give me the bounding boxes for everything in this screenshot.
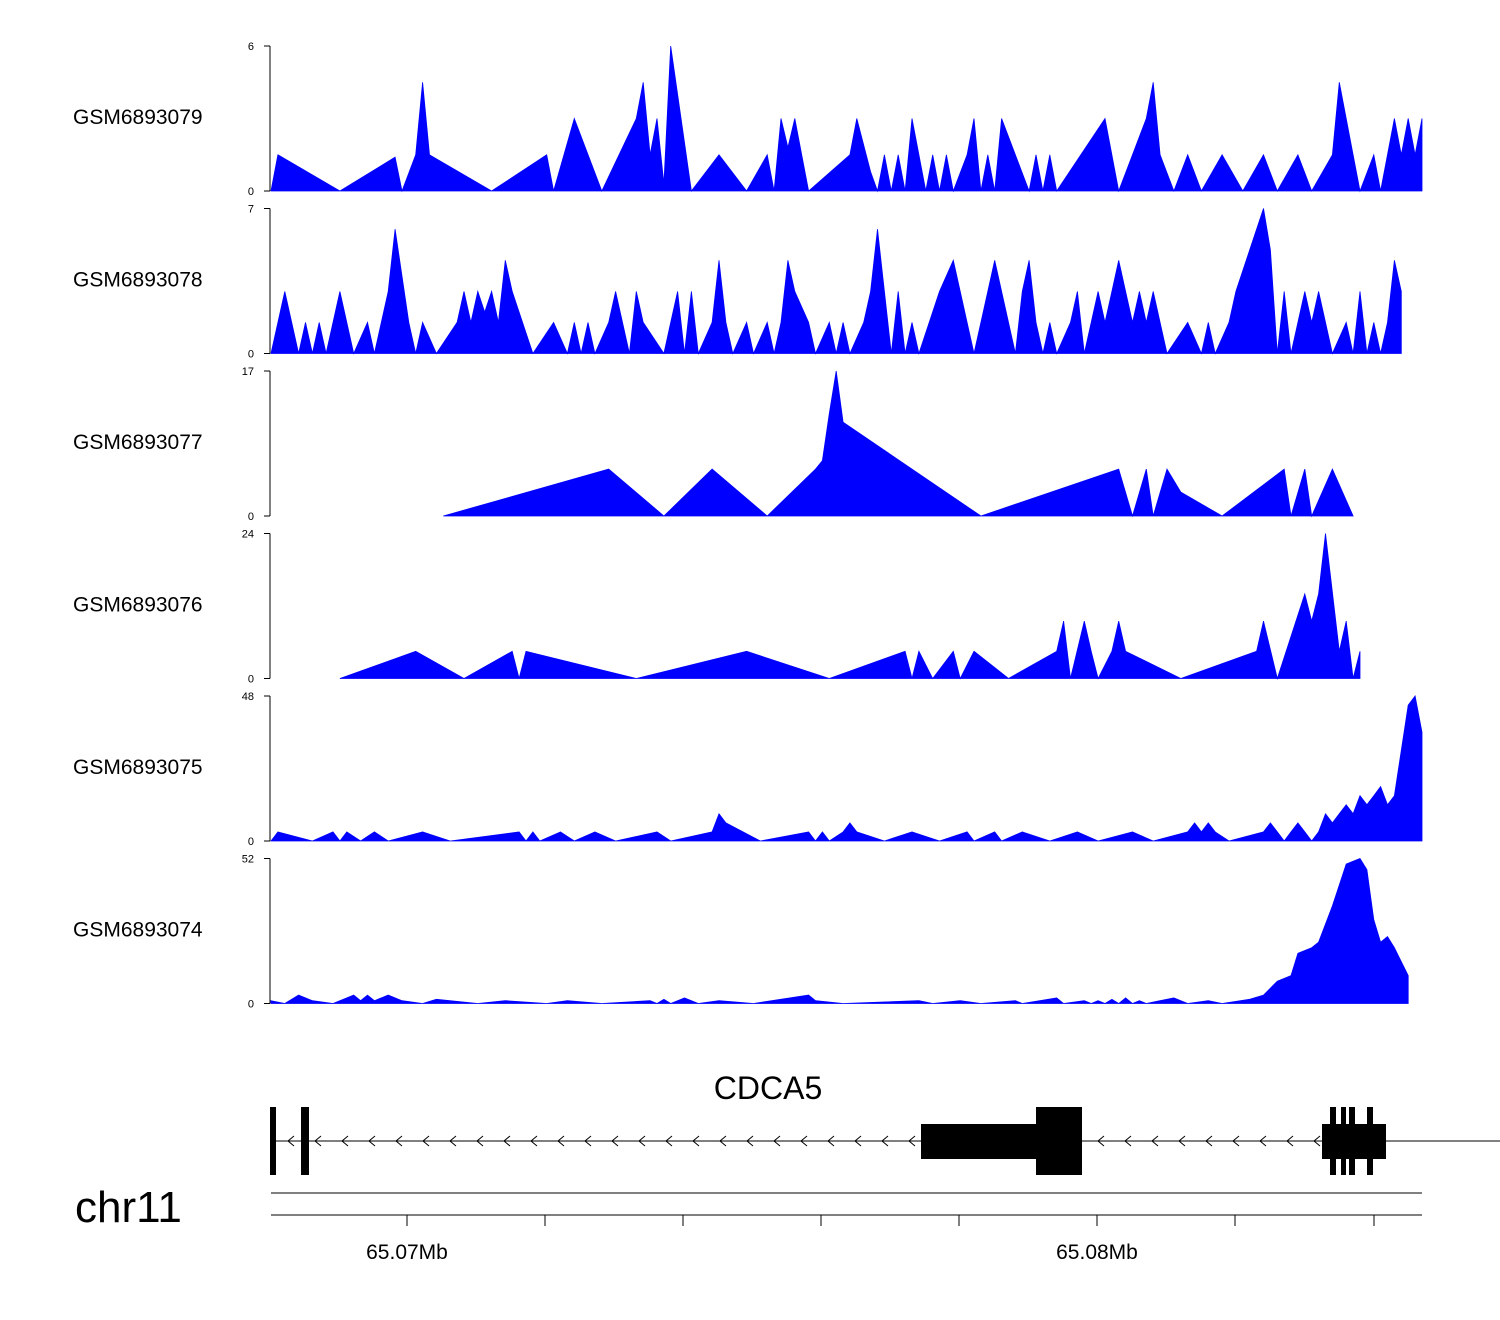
- strand-arrow: [692, 1135, 700, 1147]
- track-GSM6893075: GSM6893075 48 0: [73, 691, 1423, 848]
- track-label: GSM6893075: [73, 756, 203, 779]
- y-max-label: 7: [248, 204, 254, 216]
- exon-block: [1036, 1107, 1082, 1175]
- strand-arrow: [287, 1135, 295, 1147]
- exon-block: [1349, 1107, 1355, 1175]
- track-label: GSM6893078: [73, 269, 203, 292]
- y-min-label: 0: [248, 349, 254, 361]
- track-label: GSM6893074: [73, 919, 203, 942]
- strand-arrow: [773, 1135, 781, 1147]
- track-GSM6893076: GSM6893076 24 0: [73, 529, 1361, 686]
- track-label: GSM6893077: [73, 431, 203, 454]
- y-min-label: 0: [248, 186, 254, 198]
- exon-block: [1341, 1107, 1346, 1175]
- strand-arrow: [746, 1135, 754, 1147]
- y-min-label: 0: [248, 999, 254, 1011]
- strand-arrow: [1232, 1135, 1240, 1147]
- coverage-area: [270, 858, 1409, 1004]
- x-tick-label: 65.08Mb: [1056, 1241, 1138, 1264]
- exon-block: [1367, 1107, 1373, 1175]
- track-label: GSM6893079: [73, 106, 203, 129]
- strand-arrow: [800, 1135, 808, 1147]
- track-GSM6893078: GSM6893078 7 0: [73, 204, 1402, 361]
- strand-arrow: [854, 1135, 862, 1147]
- chromosome-label: chr11: [75, 1183, 182, 1232]
- strand-arrow: [638, 1135, 646, 1147]
- strand-arrow: [611, 1135, 619, 1147]
- y-max-label: 24: [242, 529, 254, 541]
- y-max-label: 17: [242, 366, 254, 378]
- strand-arrow: [1178, 1135, 1186, 1147]
- strand-arrow: [719, 1135, 727, 1147]
- strand-arrow: [476, 1135, 484, 1147]
- strand-arrow: [449, 1135, 457, 1147]
- strand-arrow: [314, 1135, 322, 1147]
- exon-block: [301, 1107, 309, 1175]
- track-GSM6893079: GSM6893079 6 0: [73, 41, 1423, 198]
- gene-track: CDCA5: [270, 1070, 1500, 1175]
- exon-block: [1322, 1124, 1330, 1159]
- y-min-label: 0: [248, 511, 254, 523]
- y-min-label: 0: [248, 836, 254, 848]
- strand-arrow: [1097, 1135, 1105, 1147]
- track-label: GSM6893076: [73, 594, 203, 617]
- coverage-area: [270, 208, 1402, 356]
- strand-arrow: [1286, 1135, 1294, 1147]
- strand-arrow: [665, 1135, 673, 1147]
- coverage-area: [339, 533, 1361, 680]
- exon-block: [1355, 1124, 1367, 1159]
- strand-arrow: [422, 1135, 430, 1147]
- genome-axis: chr11 65.07Mb 65.08Mb: [75, 1183, 1422, 1264]
- strand-arrow: [881, 1135, 889, 1147]
- strand-arrow: [827, 1135, 835, 1147]
- track-GSM6893077: GSM6893077 17 0: [73, 366, 1354, 523]
- strand-arrow: [503, 1135, 511, 1147]
- coverage-area: [270, 45, 1423, 193]
- signal-tracks: GSM689307960GSM689307870GSM6893077170GSM…: [73, 41, 1423, 1011]
- exon-block: [921, 1124, 1036, 1159]
- strand-arrow: [1205, 1135, 1213, 1147]
- strand-arrow: [584, 1135, 592, 1147]
- strand-arrow: [1124, 1135, 1132, 1147]
- strand-arrow: [1259, 1135, 1267, 1147]
- strand-arrow: [341, 1135, 349, 1147]
- exon-block: [1373, 1124, 1386, 1159]
- track-GSM6893074: GSM6893074 52 0: [73, 854, 1409, 1011]
- y-max-label: 48: [242, 691, 254, 703]
- x-tick-label: 65.07Mb: [366, 1241, 448, 1264]
- y-min-label: 0: [248, 674, 254, 686]
- strand-arrow: [395, 1135, 403, 1147]
- strand-arrow: [1313, 1135, 1321, 1147]
- strand-arrow: [1151, 1135, 1159, 1147]
- exon-block: [1346, 1124, 1349, 1159]
- exon-block: [1330, 1107, 1336, 1175]
- strand-arrow: [368, 1135, 376, 1147]
- exon-block: [1336, 1124, 1341, 1159]
- strand-arrow: [530, 1135, 538, 1147]
- coverage-area: [270, 695, 1423, 842]
- gene-model: [270, 1107, 1500, 1175]
- strand-arrow: [908, 1135, 916, 1147]
- strand-arrow: [557, 1135, 565, 1147]
- y-max-label: 52: [242, 854, 254, 866]
- gene-name-label: CDCA5: [714, 1070, 822, 1106]
- coverage-area: [443, 370, 1354, 518]
- y-max-label: 6: [248, 41, 254, 53]
- exon-block: [270, 1107, 276, 1175]
